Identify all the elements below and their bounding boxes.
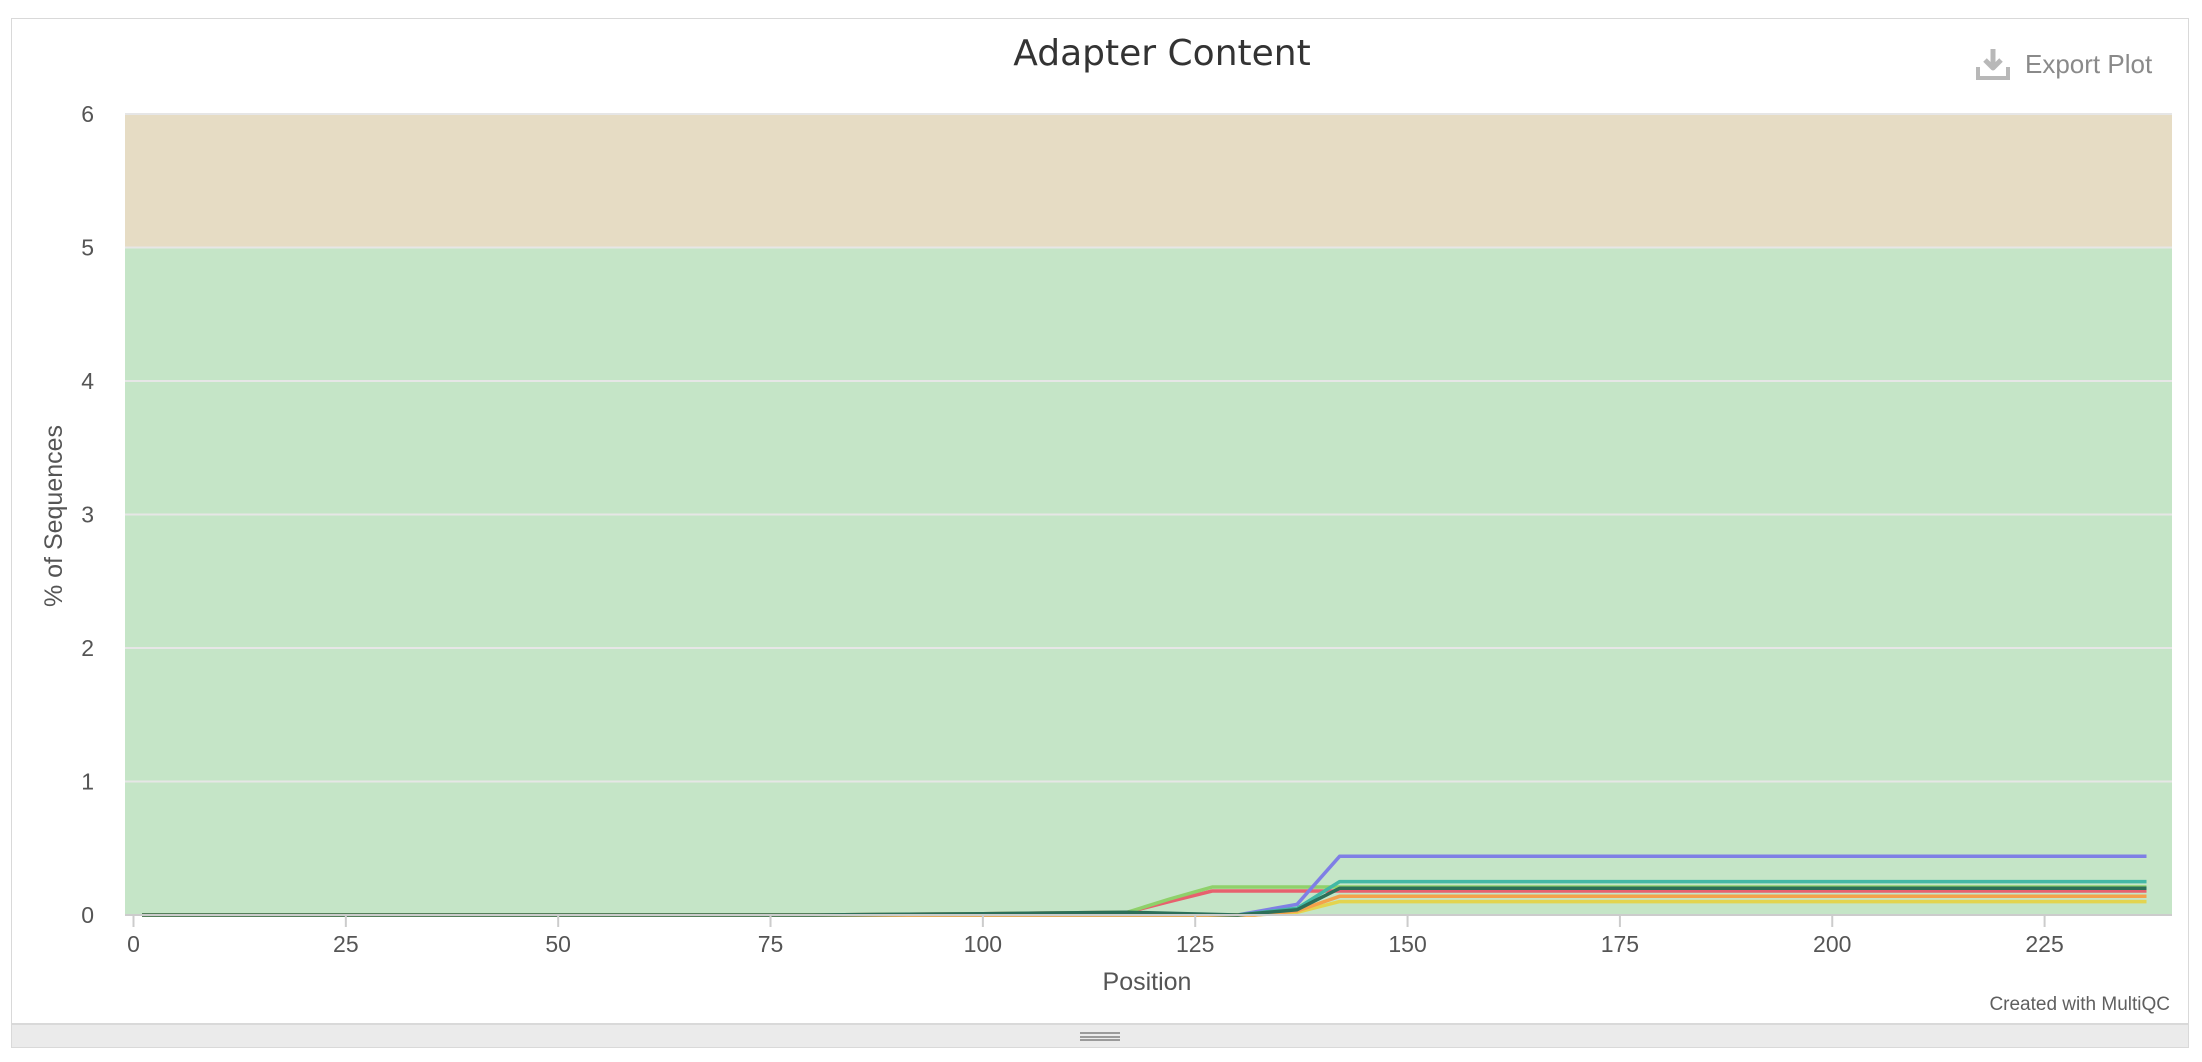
threshold-bands [125, 114, 2172, 915]
x-tick-label: 125 [1176, 931, 1214, 957]
y-axis-label: % of Sequences [40, 425, 68, 607]
x-tick-label: 175 [1601, 931, 1639, 957]
plot-resize-handle[interactable] [11, 1024, 2189, 1048]
created-with-credit[interactable]: Created with MultiQC [1989, 994, 2170, 1015]
chart-title: Adapter Content [1013, 33, 1310, 74]
x-tick-label: 75 [758, 931, 784, 957]
download-icon [1976, 49, 2010, 80]
x-tick-label: 150 [1388, 931, 1426, 957]
y-tick-label: 5 [81, 235, 94, 261]
x-axis-label: Position [1103, 968, 1192, 996]
export-plot-label: Export Plot [2025, 48, 2153, 79]
band-1 [125, 114, 2172, 248]
x-tick-label: 225 [2025, 931, 2063, 957]
x-tick-label: 50 [545, 931, 571, 957]
x-tick-label: 25 [333, 931, 359, 957]
x-tick-label: 200 [1813, 931, 1851, 957]
axes: 0 25 50 75 100 125 150 175 200 225 0 1 2 3 4 5 6 [81, 101, 2172, 957]
x-tick-label: 100 [964, 931, 1002, 957]
y-tick-label: 3 [81, 502, 94, 528]
y-tick-label: 4 [81, 368, 94, 394]
y-tick-label: 6 [81, 101, 94, 127]
y-tick-label: 1 [81, 769, 94, 795]
y-tick-label: 0 [81, 902, 94, 928]
x-tick-label: 0 [127, 931, 140, 957]
grip-lines-icon [1080, 1031, 1120, 1041]
band-0 [125, 247, 2172, 915]
export-plot-button[interactable]: Export Plot [1975, 42, 2152, 86]
y-tick-label: 2 [81, 635, 94, 661]
